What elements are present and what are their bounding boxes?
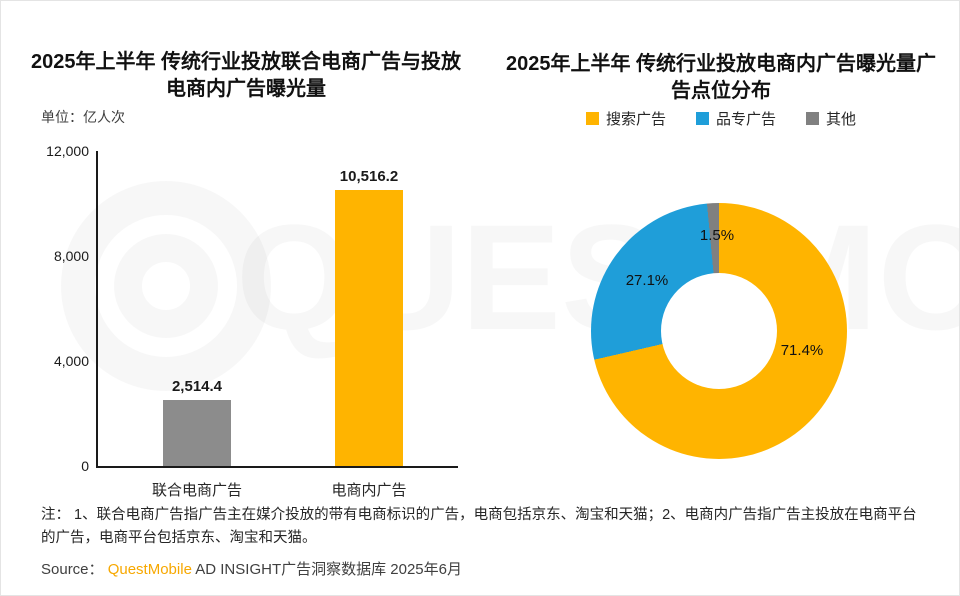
unit-label: 单位：亿人次 (41, 109, 125, 125)
donut-chart-title: 2025年上半年 传统行业投放电商内广告曝光量广告点位分布 (505, 53, 937, 102)
legend-item-search-ads: 搜索广告 (585, 108, 666, 129)
y-tick-12000: 12,000 (46, 143, 89, 159)
legend-label: 其他 (826, 111, 857, 128)
donut-chart (591, 203, 847, 459)
bar-value-label: 2,514.4 (171, 378, 223, 395)
source-suffix: AD INSIGHT广告洞察数据库 2025年6月 (191, 561, 462, 578)
bar-value-label: 10,516.2 (339, 167, 399, 185)
legend-swatch-gray-icon (806, 112, 819, 125)
legend-label: 品专广告 (715, 111, 776, 128)
source-line: Source： QuestMobile AD INSIGHT广告洞察数据库 20… (41, 558, 462, 579)
y-tick-4000: 4,000 (53, 353, 89, 369)
legend-label: 搜索广告 (605, 111, 666, 128)
legend-swatch-yellow-icon (585, 112, 599, 125)
legend-swatch-blue-icon (695, 112, 709, 125)
donut-hole (661, 273, 777, 389)
donut-slice-label-brand-zone: 27.1% (625, 272, 669, 289)
y-tick-8000: 8,000 (53, 248, 89, 264)
donut-slice-label-search: 71.4% (780, 342, 824, 359)
source-prefix: Source： (41, 561, 108, 578)
bar-chart-title: 2025年上半年 传统行业投放联合电商广告与投放电商内广告曝光量 (30, 51, 462, 100)
bar-plot-area: 2,514.4 联合电商广告 10,516.2 电商内广告 (96, 151, 458, 499)
bar-group-joint-ecommerce: 2,514.4 联合电商广告 (152, 378, 242, 499)
donut-slice-label-other: 1.5% (699, 227, 735, 244)
bar-category-label: 电商内广告 (331, 482, 407, 499)
bar-category-label: 联合电商广告 (151, 482, 243, 499)
bar-in-ecommerce (335, 189, 403, 466)
bar-joint-ecommerce (163, 400, 231, 466)
y-tick-0: 0 (81, 458, 89, 474)
footnote: 注： 1、联合电商广告指广告主在媒介投放的带有电商标识的广告，电商包括京东、淘宝… (41, 507, 917, 546)
bar-group-in-ecommerce: 10,516.2 电商内广告 (331, 167, 406, 499)
donut-legend: 搜索广告 品专广告 其他 (501, 108, 941, 129)
legend-item-other: 其他 (806, 108, 856, 129)
source-brand: QuestMobile (107, 561, 192, 578)
legend-item-brand-zone-ads: 品专广告 (695, 108, 776, 129)
